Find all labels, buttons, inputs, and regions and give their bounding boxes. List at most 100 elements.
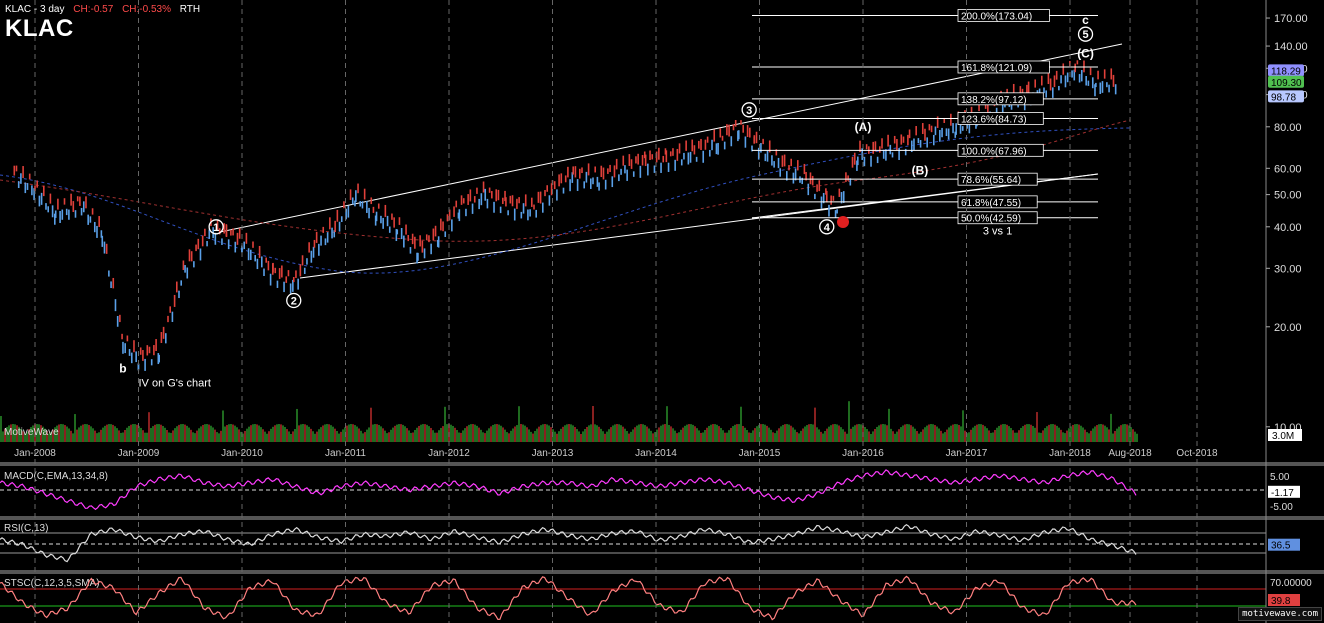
volume-bar [796,432,798,442]
volume-bar [30,427,32,442]
volume-bar [162,425,164,442]
volume-bar [612,425,614,442]
volume-bar [186,425,188,442]
volume-bar [828,426,830,442]
volume-bar [1076,424,1078,442]
volume-bar [418,425,420,442]
volume-bar [1106,427,1108,442]
fib-level-box [957,211,1038,225]
indicator-y-tick: 5.00 [1270,472,1290,483]
volume-bar [94,430,96,442]
volume-bar [190,429,192,442]
volume-bar [914,428,916,442]
volume-bar [366,429,368,442]
volume-bar [822,433,824,442]
rsi-panel[interactable]: RSI(C,13) 36.5 [0,523,1300,563]
volume-bar [852,426,854,442]
x-tick-label: Jan-2010 [221,448,263,459]
volume-bar [818,429,820,442]
volume-bar [578,431,580,442]
volume-bar [202,424,204,442]
volume-bar [1126,424,1128,442]
volume-bar [1074,424,1076,442]
volume-bar [910,425,912,442]
volume-bar [392,427,394,442]
volume-bar [170,432,172,442]
x-tick-label: Jan-2011 [325,448,366,459]
volume-bar [270,428,272,442]
volume-bar [928,424,930,442]
volume-bar [502,427,504,442]
volume-bar [926,425,928,442]
volume-bar [260,427,262,442]
volume-bar [108,424,110,442]
wave-label: 3 vs 1 [983,225,1012,237]
volume-bar [686,424,688,442]
volume-bar [754,428,756,442]
volume-bar [542,424,544,442]
volume-bar [820,431,822,442]
macd-panel[interactable]: MACD(C,EMA,13,34,8) -1.17 5.00 -5.00 [0,469,1300,513]
volume-bar [414,429,416,442]
volume-bar [462,430,464,442]
volume-bar [936,426,938,442]
volume-bar [168,432,170,442]
volume-bar [816,427,818,442]
volume-bar [666,406,668,442]
volume-bar [460,432,462,442]
volume-bar [1008,426,1010,442]
volume-bar [224,426,226,442]
volume-bar [328,424,330,442]
volume-bar [886,425,888,442]
wave-label: 3 [746,105,752,117]
volume-bar [1122,424,1124,442]
volume-bar [1100,424,1102,442]
volume-bar [386,433,388,442]
volume-bar [532,433,534,442]
volume-bar [316,431,318,442]
volume-bar [782,424,784,442]
volume-bar [806,425,808,442]
volume-bar [140,427,142,442]
volume-bar [1080,425,1082,442]
volume-bar [900,427,902,442]
y-tick-label: 170.00 [1274,13,1308,25]
volume-bar [652,433,654,442]
volume-bar [922,429,924,442]
volume-bar [868,431,870,442]
volume-bar [1066,430,1068,442]
volume-bar [188,427,190,442]
x-tick-label: Jan-2017 [946,448,988,459]
volume-bar [36,424,38,442]
volume-bar [410,432,412,442]
volume-bar [116,428,118,442]
volume-bar [84,424,86,442]
price-panel[interactable]: 200.0%(173.04) 161.8%(121.09) 138.2%(97.12… [0,9,1138,442]
volume-bar [702,432,704,442]
macd-title: MACD(C,EMA,13,34,8) [4,471,108,482]
volume-bar [1038,432,1040,442]
stsc-panel[interactable]: STSC(C,12,3,5,SMA) 39.8 70.00000 [0,575,1312,621]
volume-bar [0,416,2,442]
volume-bar [240,431,242,442]
fib-level-label: 78.6%(55.64) [961,175,1021,186]
panel-divider [0,516,1324,520]
volume-bar [78,427,80,442]
volume-bar [810,424,812,442]
volume-bar [134,424,136,442]
volume-bar [50,431,52,442]
volume-bar [426,424,428,442]
volume-bar [218,433,220,442]
volume-bar [144,432,146,442]
volume-bar [598,426,600,442]
volume-bar [288,431,290,442]
volume-bar [984,426,986,442]
volume-bar [592,406,594,442]
volume-bar [858,424,860,442]
volume-bar [888,408,890,442]
volume-bar [588,425,590,442]
volume-bar [1006,424,1008,442]
volume-bar [52,429,54,442]
volume-bar [476,425,478,442]
volume-bar [238,429,240,442]
